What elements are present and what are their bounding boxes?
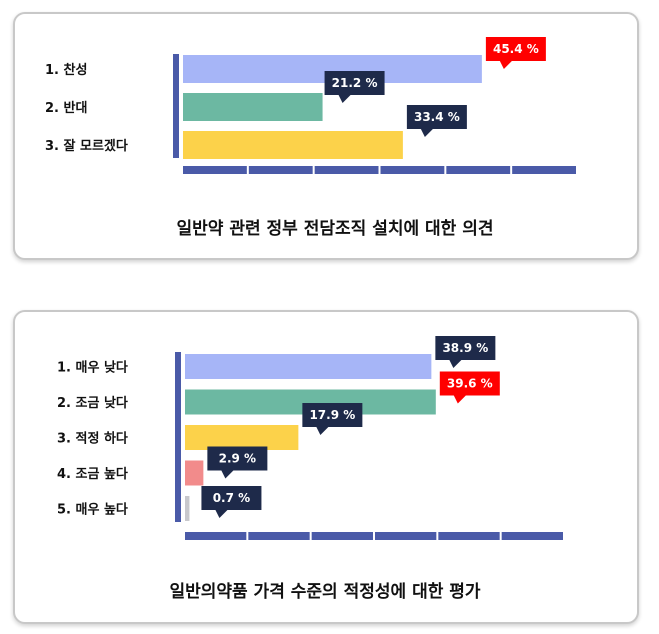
chart-1-x-axis-segment [248,166,313,174]
chart-2-value-callout: 0.7 % [201,486,262,518]
chart-2-category-label: 4. 조금 높다 [57,466,128,482]
chart-2-value-label: 2.9 % [219,452,256,466]
chart-1-bar [183,93,323,121]
chart-2-x-axis-segment [248,532,310,540]
chart-1-category-label: 3. 잘 모르겠다 [45,138,128,154]
chart-1-x-axis-segment [380,166,445,174]
chart-2-value-label: 0.7 % [213,491,250,505]
chart-2-x-axis-segment [185,532,247,540]
chart-2-bar [185,425,299,450]
chart-1-value-callout: 45.4 % [485,37,546,69]
chart-1-y-axis [173,54,179,158]
chart-1-svg: 1. 찬성 45.4 % 2. 반대 21.2 % 3. 잘 모르겠다 33.4 % 일반약… [45,37,576,239]
chart-panel-1: 1. 찬성 45.4 % 2. 반대 21.2 % 3. 잘 모르겠다 33.4 % 일반약… [13,12,639,260]
chart-2-value-callout: 39.6 % [439,371,500,404]
chart-1-x-axis-segment [314,166,379,174]
chart-2-value-label: 17.9 % [309,408,355,422]
chart-2-category-label: 1. 매우 낮다 [57,360,128,376]
chart-2-x-axis-segment [375,532,437,540]
chart-2-bar [185,460,204,486]
chart-1-category-label: 2. 반대 [45,100,87,116]
chart-1-bar [183,131,403,159]
chart-1-value-callout: 33.4 % [406,105,467,137]
chart-1-value-label: 33.4 % [414,110,460,124]
chart-1-title: 일반약 관련 정부 전담조직 설치에 대한 의견 [176,218,493,239]
chart-2-x-axis-segment [311,532,373,540]
chart-1-value-label: 21.2 % [332,76,378,90]
chart-2-x-axis-segment [501,532,563,540]
chart-2-category-label: 2. 조금 낮다 [57,395,128,411]
chart-2-title: 일반의약품 가격 수준의 적정성에 대한 평가 [169,581,480,602]
chart-2-value-label: 38.9 % [442,341,488,355]
chart-2-value-label: 39.6 % [447,377,493,391]
chart-1-value-label: 45.4 % [493,42,539,56]
chart-2-x-axis-segment [438,532,500,540]
chart-1-x-axis-segment [446,166,511,174]
chart-2-y-axis [175,352,181,522]
chart-2-value-callout: 2.9 % [207,446,268,479]
chart-2-bar [185,354,432,379]
chart-2-value-callout: 17.9 % [302,403,363,435]
chart-1-x-axis-segment [512,166,576,174]
chart-panel-2: 1. 매우 낮다 38.9 % 2. 조금 낮다 39.6 % 3. 적정 하다 17.9… [13,310,639,624]
chart-1-category-label: 1. 찬성 [45,62,87,78]
chart-2-category-label: 3. 적정 하다 [57,431,128,447]
chart-1-value-callout: 21.2 % [324,71,385,103]
chart-2-category-label: 5. 매우 높다 [57,502,128,518]
chart-2-bar [185,496,190,521]
chart-2-value-callout: 38.9 % [435,336,496,368]
chart-1-x-axis-segment [183,166,247,174]
chart-2-svg: 1. 매우 낮다 38.9 % 2. 조금 낮다 39.6 % 3. 적정 하다 17.9… [57,336,563,602]
